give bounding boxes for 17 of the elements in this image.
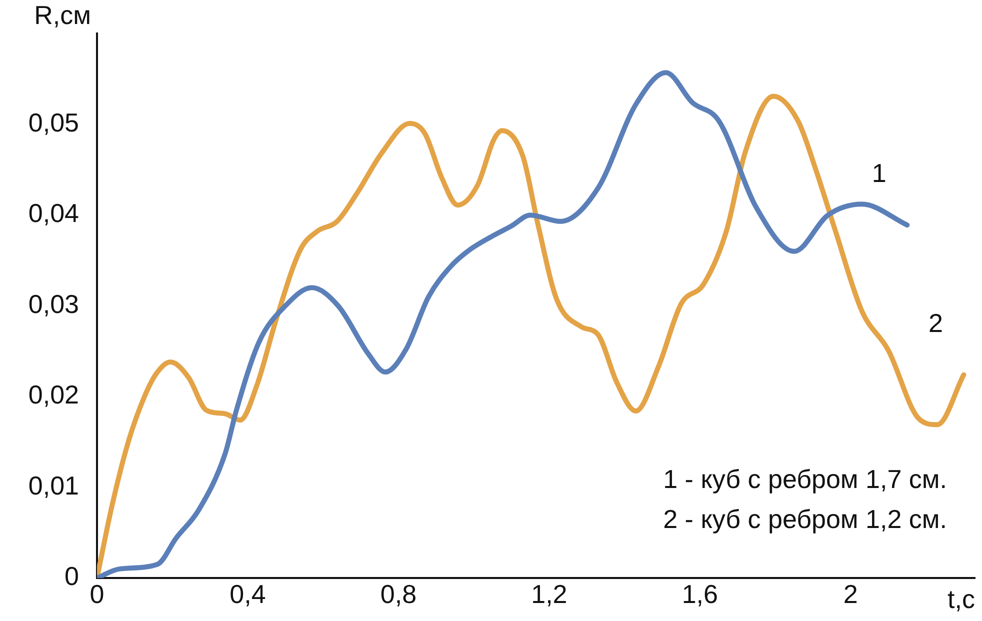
y-tick-label: 0,04 (28, 198, 79, 228)
y-tick-label: 0,02 (28, 380, 79, 410)
series-label: 1 (872, 158, 886, 188)
y-tick-label: 0,01 (28, 470, 79, 500)
x-tick-label: 1,6 (682, 578, 718, 609)
x-tick-label: 0 (90, 578, 104, 609)
annotation: 2 - куб с ребром 1,2 см. (663, 504, 947, 534)
x-tick-label: 1,2 (531, 578, 568, 609)
x-axis-title: t,c (948, 584, 975, 614)
y-tick-label: 0,03 (28, 288, 79, 319)
x-tick-label: 0,4 (230, 578, 266, 609)
x-tick-label: 0,8 (380, 578, 417, 609)
y-axis-title: R,см (34, 0, 91, 30)
annotation: 1 - куб с ребром 1,7 см. (663, 464, 947, 494)
series-label: 2 (928, 308, 943, 338)
y-tick-label: 0,05 (28, 108, 79, 138)
x-tick-label: 2 (843, 578, 858, 609)
